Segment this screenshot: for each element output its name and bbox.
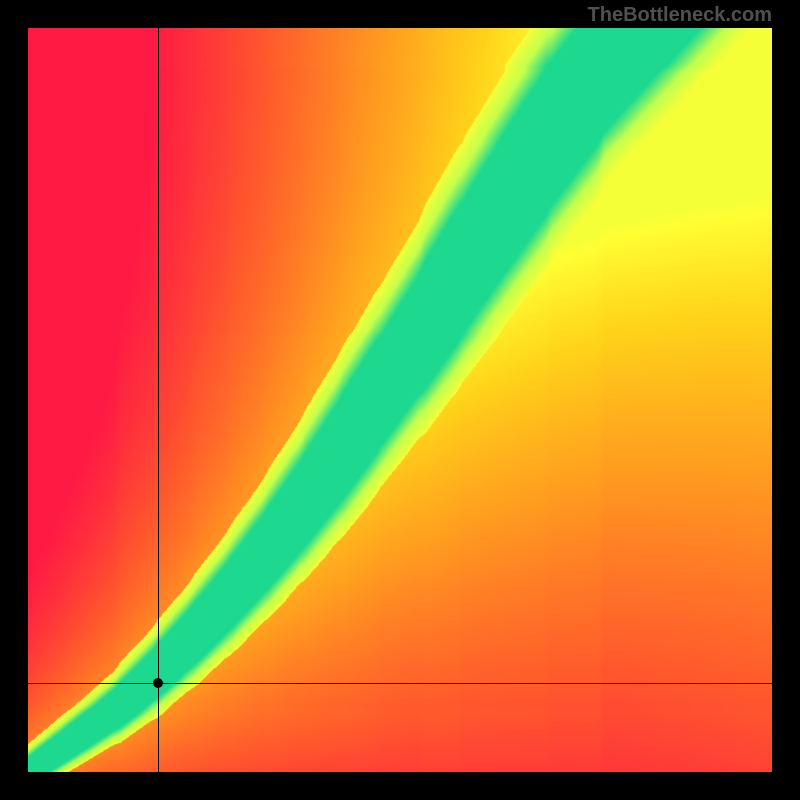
crosshair-vertical: [158, 28, 159, 772]
heatmap-plot: [28, 28, 772, 772]
watermark-text: TheBottleneck.com: [588, 4, 772, 27]
crosshair-dot: [153, 678, 163, 688]
crosshair-horizontal: [28, 683, 772, 684]
heatmap-canvas: [28, 28, 772, 772]
